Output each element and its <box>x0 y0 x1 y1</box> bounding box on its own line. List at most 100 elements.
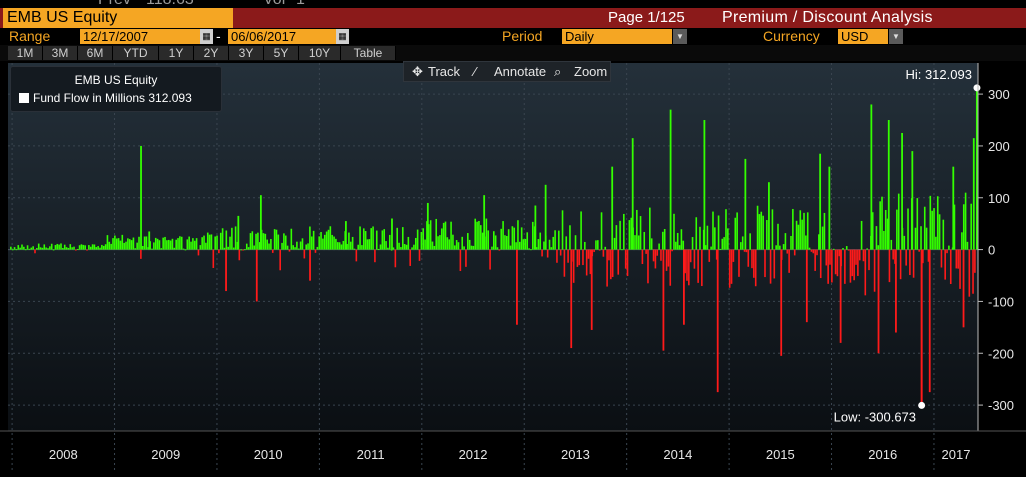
timeframe-3m[interactable]: 3M <box>43 46 78 60</box>
flow-bar <box>93 244 96 250</box>
x-tick-label: 2016 <box>868 447 897 462</box>
flow-bar <box>626 249 629 277</box>
flow-bar <box>903 235 906 250</box>
period-select[interactable]: Daily <box>562 29 672 44</box>
chevron-down-icon[interactable]: ▼ <box>889 29 903 44</box>
flow-bar <box>229 236 231 250</box>
flow-bar <box>478 220 480 250</box>
flow-bar <box>49 246 51 250</box>
flow-bar <box>522 239 525 250</box>
flow-bar <box>682 240 685 250</box>
flow-bar <box>275 229 278 250</box>
flow-bar <box>201 237 203 250</box>
flow-bar <box>446 237 449 250</box>
x-tick-label: 2014 <box>663 447 692 462</box>
timeframe-1y[interactable]: 1Y <box>159 46 194 60</box>
flow-bar <box>36 248 38 250</box>
flow-bar <box>13 247 16 250</box>
flow-bar <box>65 247 68 250</box>
flow-bar <box>511 226 514 250</box>
range-end-field[interactable]: 06/06/2017 <box>228 29 336 44</box>
flow-bar <box>374 249 376 263</box>
flow-bar <box>836 249 839 277</box>
timeframe-10y[interactable]: 10Y <box>299 46 341 60</box>
flow-bar <box>751 249 753 269</box>
flow-bar <box>775 245 777 250</box>
pencil-icon[interactable]: ∕ <box>474 64 477 79</box>
track-button[interactable]: Track <box>428 64 461 79</box>
flow-bar <box>595 240 597 250</box>
crosshair-icon[interactable]: ✥ <box>412 64 423 79</box>
flow-bar <box>749 233 751 250</box>
page-indicator: Page 1/125 <box>608 9 685 26</box>
flow-bar <box>740 242 742 250</box>
y-tick-label: 300 <box>988 87 1010 102</box>
flow-bar <box>955 249 958 269</box>
flow-bar <box>322 238 324 250</box>
flow-bar <box>214 236 216 250</box>
flow-bar <box>847 249 850 251</box>
flow-bar <box>925 227 928 250</box>
timeframe-1m[interactable]: 1M <box>8 46 43 60</box>
calendar-icon[interactable]: ▦ <box>336 29 349 44</box>
flow-bar <box>162 237 164 250</box>
zoom-button[interactable]: Zoom <box>574 64 608 79</box>
flow-bar <box>405 244 408 250</box>
flow-bar <box>56 243 59 250</box>
timeframe-3y[interactable]: 3Y <box>229 46 264 60</box>
flow-bar <box>645 249 647 254</box>
flow-spike <box>570 249 573 349</box>
security-ticker[interactable]: EMB US Equity <box>3 8 233 28</box>
y-tick-label: -200 <box>988 346 1014 361</box>
flow-bar <box>582 249 584 266</box>
flow-spike <box>887 120 890 250</box>
flow-bar <box>953 204 956 250</box>
flow-bar <box>210 234 213 250</box>
timeframe-2y[interactable]: 2Y <box>194 46 229 60</box>
flow-bar <box>697 249 699 283</box>
timeframe-6m[interactable]: 6M <box>78 46 113 60</box>
flow-bar <box>101 244 103 250</box>
flow-spike <box>259 195 262 250</box>
flow-bar <box>19 247 21 250</box>
calendar-icon[interactable]: ▦ <box>200 29 213 44</box>
flow-bar <box>164 236 166 250</box>
flow-spike <box>805 249 808 323</box>
flow-bar <box>476 221 478 250</box>
flow-bar <box>305 244 307 250</box>
flow-spike <box>780 249 783 356</box>
flow-bar <box>526 232 529 250</box>
low-bar <box>920 249 923 406</box>
flow-bar <box>99 247 101 250</box>
timeframe-5y[interactable]: 5Y <box>264 46 299 60</box>
flow-bar <box>457 242 460 250</box>
flow-spike <box>703 120 706 250</box>
flow-bar <box>366 239 369 250</box>
flow-bar <box>693 249 696 269</box>
flow-bar <box>565 236 568 250</box>
flow-bar <box>966 241 969 250</box>
annotate-button[interactable]: Annotate <box>494 64 547 79</box>
chevron-down-icon[interactable]: ▼ <box>673 29 687 44</box>
flow-bar <box>920 226 922 250</box>
x-tick-label: 2015 <box>766 447 795 462</box>
flow-bar <box>728 249 731 288</box>
flow-bar <box>580 211 582 250</box>
flow-bar <box>375 230 378 250</box>
flow-bar <box>637 235 640 250</box>
range-start-field[interactable]: 12/17/2007 <box>80 29 200 44</box>
flow-bar <box>121 234 124 250</box>
flow-spike <box>426 202 429 250</box>
currency-select[interactable]: USD <box>838 29 888 44</box>
flow-bar <box>247 247 250 250</box>
flow-bar <box>388 234 391 250</box>
flow-spike <box>237 215 240 250</box>
flow-bar <box>496 247 499 250</box>
timeframe-table[interactable]: Table <box>341 46 396 60</box>
magnifier-icon[interactable]: ⌕ <box>554 64 562 79</box>
flow-bar <box>894 249 896 264</box>
flow-bar <box>546 249 549 258</box>
timeframe-ytd[interactable]: YTD <box>113 46 159 60</box>
flow-bar <box>69 244 72 250</box>
flow-bar <box>572 249 575 283</box>
